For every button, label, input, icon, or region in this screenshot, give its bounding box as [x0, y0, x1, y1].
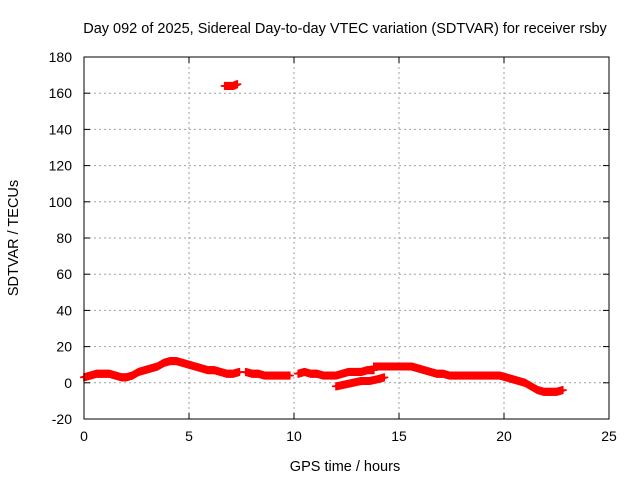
- chart-title: Day 092 of 2025, Sidereal Day-to-day VTE…: [83, 21, 607, 37]
- y-axis-label: SDTVAR / TECUs: [6, 180, 22, 296]
- y-tick-labels: -20 0 20 40 60 80 100 120 140 160 180: [49, 49, 73, 427]
- x-tick-label: 20: [496, 428, 512, 444]
- x-tick-label: 0: [80, 428, 88, 444]
- y-tick-label: 20: [56, 339, 72, 355]
- data-point: [285, 371, 294, 380]
- y-tick-label: 80: [56, 230, 72, 246]
- data-point: [233, 80, 242, 89]
- data-point: [380, 373, 389, 382]
- y-tick-label: 140: [49, 121, 73, 137]
- x-axis-label: GPS time / hours: [290, 459, 400, 475]
- y-tick-label: 180: [49, 49, 73, 65]
- axis-ticks: [83, 56, 610, 420]
- x-tick-label: 10: [286, 428, 302, 444]
- y-tick-label: 100: [49, 194, 73, 210]
- x-tick-labels: 0 5 10 15 20 25: [80, 428, 617, 444]
- x-tick-label: 25: [601, 428, 617, 444]
- data-point: [558, 386, 567, 395]
- y-tick-label: 160: [49, 85, 73, 101]
- x-tick-label: 5: [185, 428, 193, 444]
- y-tick-label: 120: [49, 158, 73, 174]
- x-tick-label: 15: [391, 428, 407, 444]
- data-series-sdtvar: [80, 80, 567, 396]
- y-tick-label: 60: [56, 266, 72, 282]
- y-tick-label: 0: [64, 375, 72, 391]
- y-tick-label: -20: [52, 411, 72, 427]
- grid-lines: [84, 57, 609, 419]
- y-tick-label: 40: [56, 302, 72, 318]
